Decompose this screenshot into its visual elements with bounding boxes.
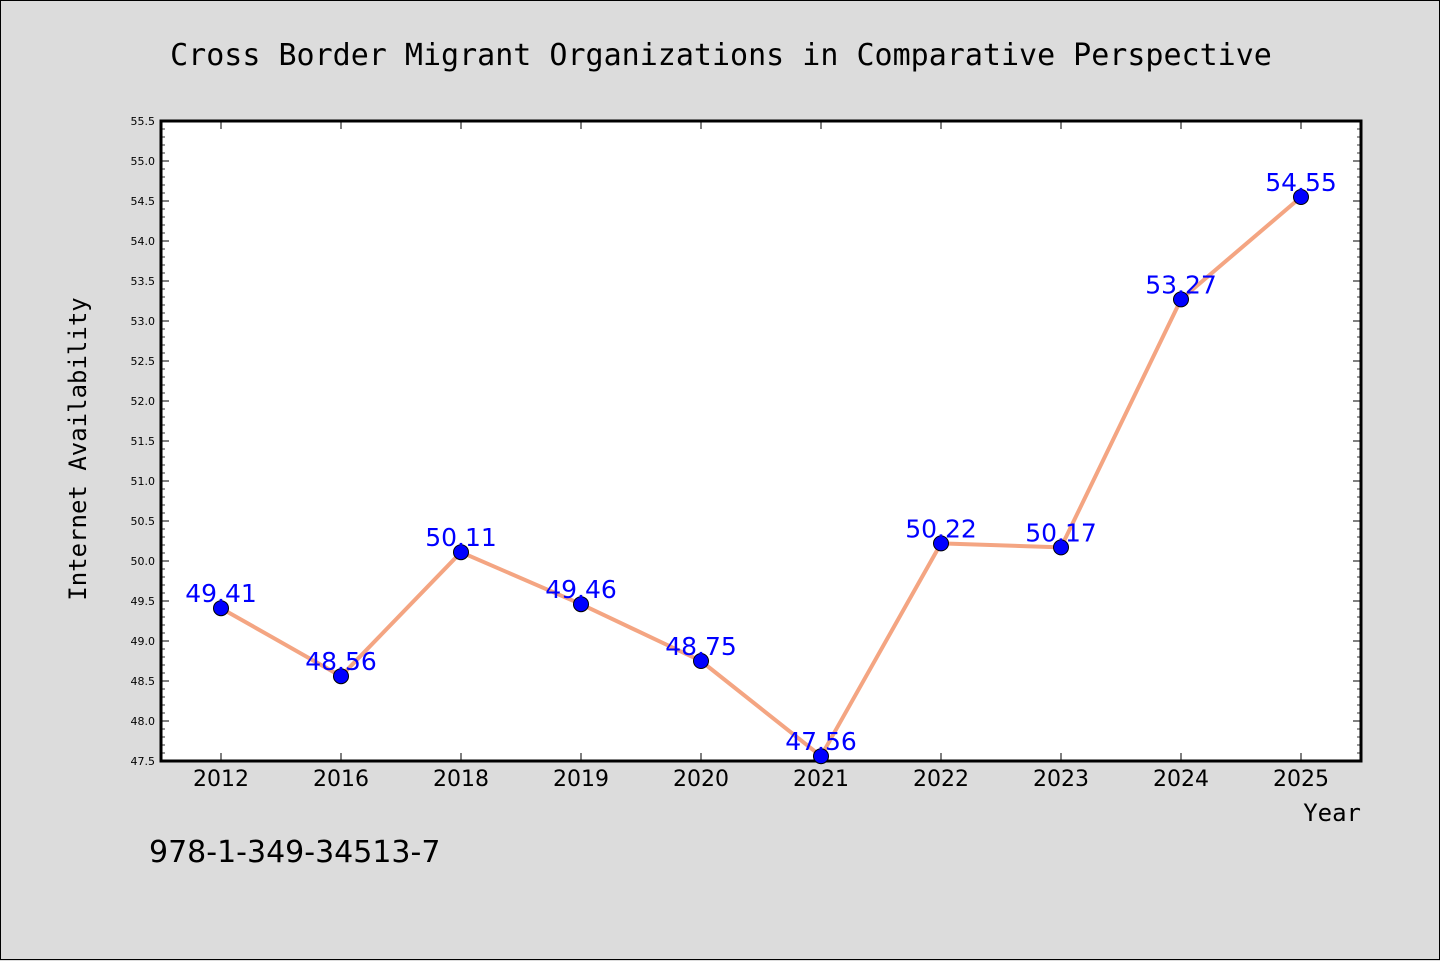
y-tick-label: 54.0 (131, 235, 156, 248)
y-tick-label: 55.5 (131, 115, 156, 128)
y-tick-label: 50.0 (131, 555, 156, 568)
data-label: 50.17 (1025, 518, 1097, 547)
y-tick-label: 51.5 (131, 435, 156, 448)
data-label: 53.27 (1145, 270, 1217, 299)
y-tick-label: 47.5 (131, 755, 156, 768)
y-tick-label: 53.0 (131, 315, 156, 328)
y-axis: 47.5 48.0 48.5 49.0 49.5 50.0 50.5 51.0 51.5 52.0… (131, 115, 1361, 768)
data-point (933, 535, 949, 552)
data-point (333, 668, 349, 685)
x-tick-label: 2012 (193, 767, 249, 792)
series-line (220, 195, 1303, 759)
x-tick-label: 2025 (1273, 767, 1329, 792)
y-tick-label: 52.0 (131, 395, 156, 408)
y-tick-label: 53.5 (131, 275, 156, 288)
data-point (1293, 189, 1309, 205)
x-tick-label: 2023 (1033, 767, 1089, 792)
data-point (573, 596, 589, 613)
data-label: 54.55 (1265, 168, 1337, 197)
y-tick-label: 54.5 (131, 195, 156, 208)
x-tick-label: 2024 (1153, 767, 1209, 792)
x-tick-label: 2018 (433, 767, 489, 792)
y-tick-label: 52.5 (131, 355, 156, 368)
data-label: 48.56 (305, 647, 377, 676)
marker-group (213, 189, 1309, 765)
y-tick-label: 50.5 (131, 515, 156, 528)
x-tick-label: 2020 (673, 767, 729, 792)
x-axis: 2012 2016 2018 2019 2020 2021 2022 2023 2024 2025 (193, 121, 1329, 792)
data-label-group: 49.41 48.56 50.11 49.46 48.75 47.56 50.22 50.17… (185, 168, 1337, 756)
data-point (453, 544, 469, 561)
data-label: 49.46 (545, 575, 617, 604)
data-point (813, 748, 829, 765)
data-point (693, 653, 709, 669)
y-tick-label: 51.0 (131, 475, 156, 488)
data-point (213, 600, 229, 617)
data-point (1173, 291, 1189, 308)
x-tick-label: 2016 (313, 767, 369, 792)
y-tick-label: 48.0 (131, 715, 156, 728)
x-axis-label: Year (1303, 799, 1361, 827)
x-tick-label: 2019 (553, 767, 609, 792)
data-label: 50.11 (425, 523, 497, 552)
series-line-group (220, 195, 1303, 759)
data-label: 47.56 (785, 727, 857, 756)
data-point (1053, 539, 1069, 556)
isbn-text: 978-1-349-34513-7 (149, 835, 441, 870)
data-label: 50.22 (905, 514, 977, 543)
data-label: 48.75 (665, 632, 737, 661)
data-label: 49.41 (185, 579, 257, 608)
y-tick-label: 49.0 (131, 635, 156, 648)
x-tick-label: 2022 (913, 767, 969, 792)
x-tick-label: 2021 (793, 767, 849, 792)
chart-title: Cross Border Migrant Organizations in Co… (170, 38, 1272, 73)
y-tick-label: 48.5 (131, 675, 156, 688)
y-axis-label: Internet Availability (64, 297, 92, 600)
y-tick-label: 49.5 (131, 595, 156, 608)
y-tick-label: 55.0 (131, 155, 156, 168)
